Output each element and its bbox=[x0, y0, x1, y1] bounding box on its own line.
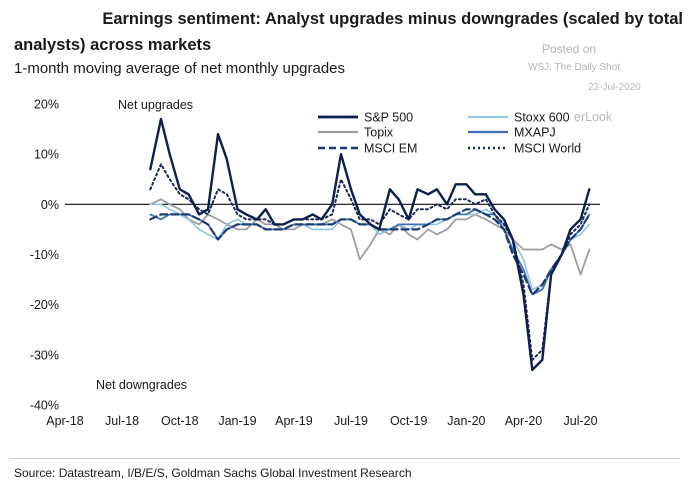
legend-label: Stoxx 600 bbox=[514, 111, 570, 125]
legend-label: MSCI World bbox=[514, 142, 581, 156]
footer-divider bbox=[10, 458, 680, 459]
watermark-posted-on: Posted on bbox=[542, 42, 597, 56]
watermark-source: WSJ: The Daily Shot bbox=[528, 62, 621, 73]
annotation-net-downgrades: Net downgrades bbox=[96, 378, 187, 392]
source-note: Source: Datastream, I/B/E/S, Goldman Sac… bbox=[14, 466, 412, 480]
x-tick-label: Jan-19 bbox=[218, 414, 256, 428]
series-line-msci-world bbox=[149, 163, 591, 361]
legend-label: Topix bbox=[364, 126, 394, 140]
series-layer bbox=[149, 117, 591, 372]
y-tick-label: 10% bbox=[34, 148, 59, 162]
x-tick-label: Jul-20 bbox=[564, 414, 598, 428]
legend: S&P 500 Stoxx 600 Topix MXAPJ MSCI EM MSCI Wo… bbox=[318, 110, 613, 156]
legend-label: MXAPJ bbox=[514, 126, 556, 140]
x-tick-label: Apr-18 bbox=[46, 414, 84, 428]
x-tick-label: Jul-19 bbox=[334, 414, 368, 428]
y-tick-label: -20% bbox=[30, 298, 59, 312]
watermark-overlay: erLook bbox=[574, 110, 613, 124]
axes: 20% 10% 0% -10% -20% -30% -40%Apr-18 Jul-18 Oct-… bbox=[30, 98, 600, 428]
y-tick-label: -40% bbox=[30, 399, 59, 413]
x-tick-label: Oct-18 bbox=[161, 414, 199, 428]
series-line-s-p-500 bbox=[149, 117, 591, 372]
chart-subtitle: 1-month moving average of net monthly up… bbox=[14, 60, 346, 77]
legend-label: S&P 500 bbox=[364, 111, 413, 125]
chart-title-line-1: Earnings sentiment: Analyst upgrades min… bbox=[102, 10, 683, 28]
x-tick-label: Jan-20 bbox=[447, 414, 485, 428]
chart-title-line-2: analysts) across markets bbox=[14, 36, 212, 54]
y-tick-label: -10% bbox=[30, 248, 59, 262]
annotations: Net upgrades Net downgrades bbox=[96, 98, 193, 392]
x-tick-label: Apr-20 bbox=[505, 414, 543, 428]
series-line-topix bbox=[149, 198, 591, 276]
watermark-date: 22-Jul-2020 bbox=[588, 82, 641, 93]
legend-label: MSCI EM bbox=[364, 142, 417, 156]
x-tick-label: Jul-18 bbox=[105, 414, 139, 428]
y-tick-label: 20% bbox=[34, 98, 59, 112]
annotation-net-upgrades: Net upgrades bbox=[118, 98, 193, 112]
x-tick-label: Apr-19 bbox=[275, 414, 313, 428]
y-tick-label: -30% bbox=[30, 348, 59, 362]
x-tick-label: Oct-19 bbox=[390, 414, 428, 428]
y-tick-label: 0% bbox=[41, 198, 59, 212]
